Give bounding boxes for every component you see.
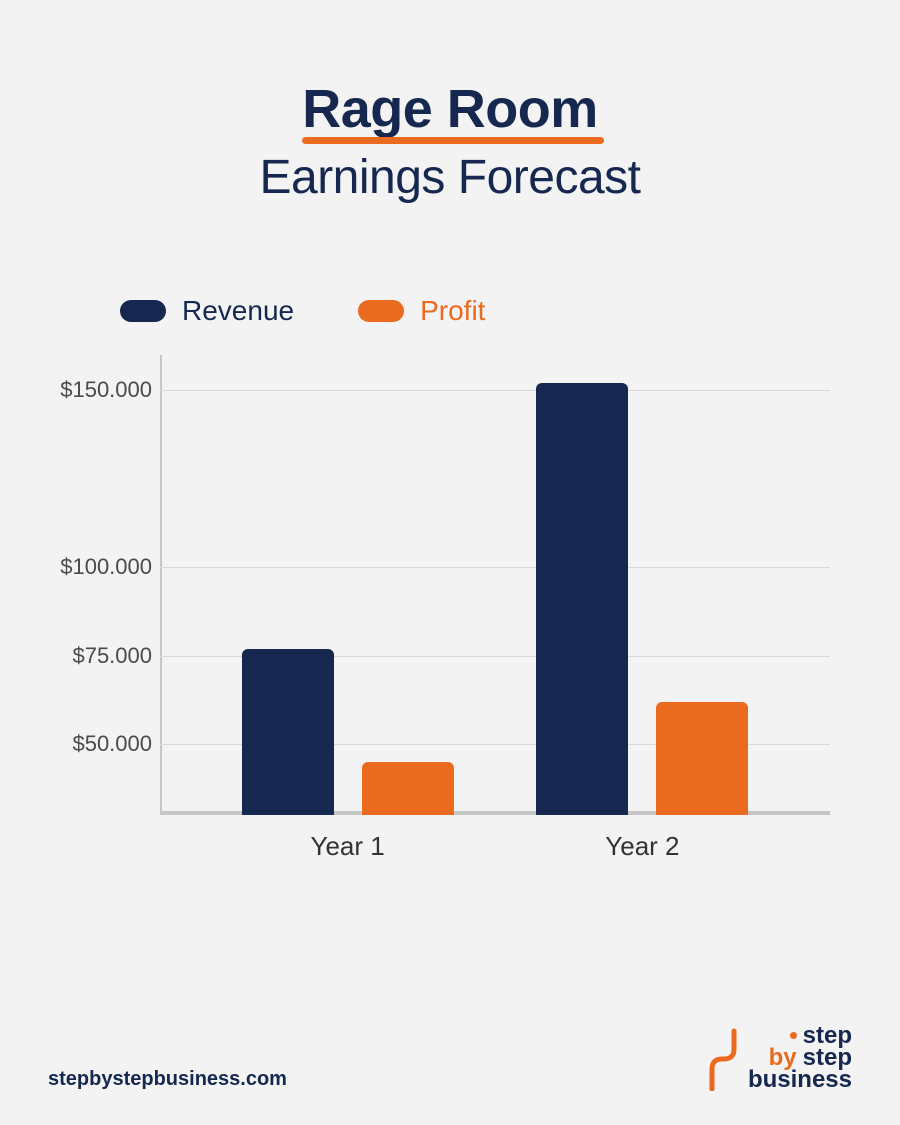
title-main-text: Rage Room: [302, 79, 598, 139]
chart-plot: Year 1Year 2: [160, 355, 830, 815]
legend-chip-revenue: [120, 300, 166, 322]
title-block: Rage Room Earnings Forecast: [0, 0, 900, 205]
legend-chip-profit: [358, 300, 404, 322]
footer: stepbystepbusiness.com step by step busi…: [0, 1025, 900, 1091]
title-underline: [302, 137, 604, 144]
bar-profit-1: [362, 762, 454, 815]
legend-item-profit: Profit: [358, 295, 485, 327]
x-tick-label: Year 1: [310, 831, 384, 862]
legend-label-profit: Profit: [420, 295, 485, 327]
logo-dot-icon: [790, 1032, 797, 1039]
y-tick-label: $75.000: [60, 643, 152, 669]
y-tick-label: $50.000: [60, 731, 152, 757]
chart: Year 1Year 2 $50.000 $75.000 $100.000 $150.…: [60, 355, 840, 855]
chart-legend: Revenue Profit: [120, 295, 900, 327]
bar-profit-2: [656, 702, 748, 815]
gridline: [160, 567, 830, 568]
footer-url: stepbystepbusiness.com: [48, 1068, 287, 1091]
title-main: Rage Room: [302, 78, 598, 140]
title-sub: Earnings Forecast: [0, 150, 900, 205]
y-tick-label: $150.000: [60, 377, 152, 403]
legend-label-revenue: Revenue: [182, 295, 294, 327]
logo-text: step by step business: [748, 1025, 852, 1091]
bar-revenue-2: [536, 383, 628, 815]
logo-steps-icon: [708, 1025, 742, 1091]
legend-item-revenue: Revenue: [120, 295, 294, 327]
x-tick-label: Year 2: [605, 831, 679, 862]
logo-word-business: business: [748, 1069, 852, 1091]
gridline: [160, 390, 830, 391]
y-tick-label: $100.000: [60, 554, 152, 580]
bar-revenue-1: [242, 649, 334, 815]
brand-logo: step by step business: [708, 1025, 852, 1091]
axis-y: [160, 355, 162, 815]
